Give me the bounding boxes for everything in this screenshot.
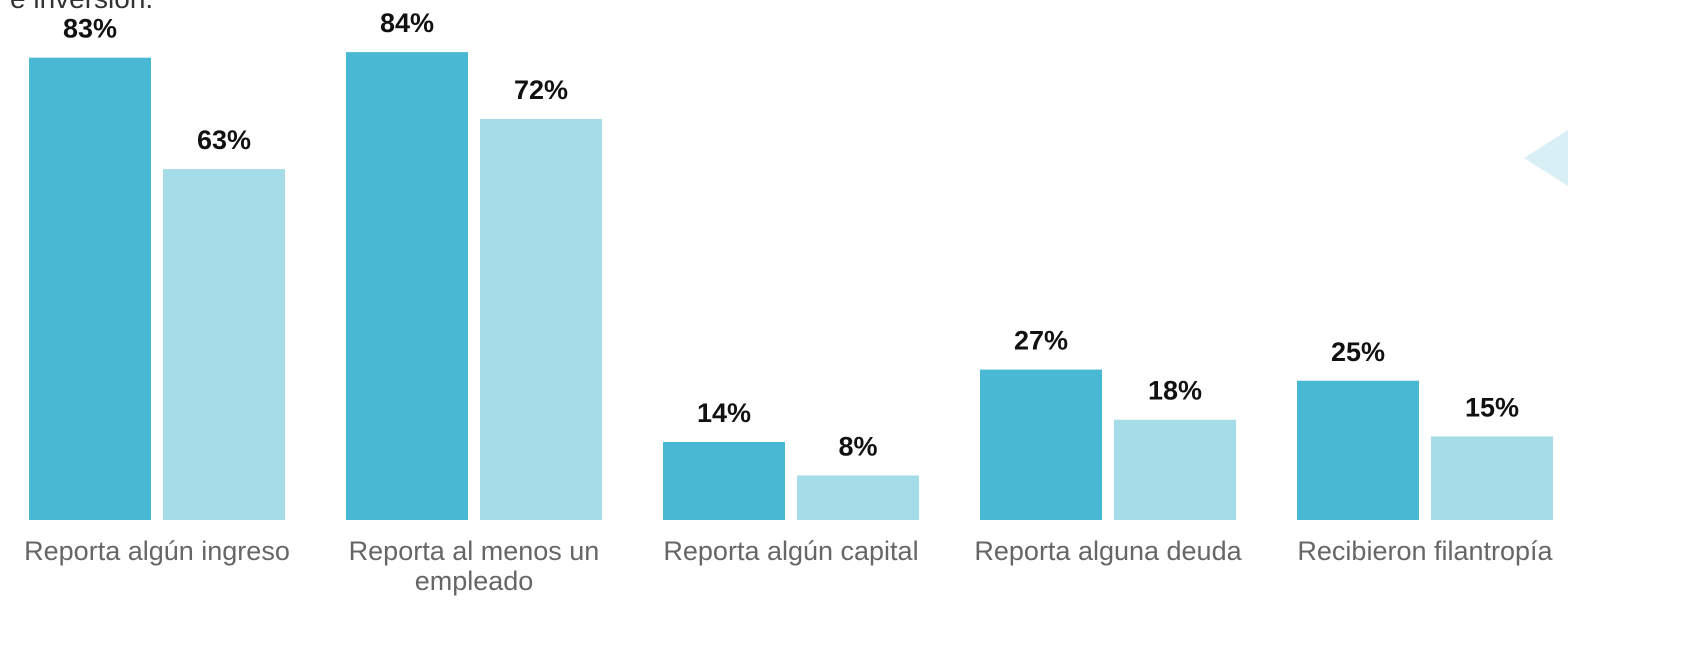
bar: [163, 169, 285, 520]
value-label: 63%: [197, 125, 251, 155]
value-label: 84%: [380, 8, 434, 38]
value-label: 27%: [1014, 326, 1068, 356]
value-label: 25%: [1331, 337, 1385, 367]
x-tick-label: Recibieron filantropía: [1297, 536, 1553, 566]
bar: [797, 475, 919, 520]
bar: [1431, 436, 1553, 520]
value-label: 83%: [63, 14, 117, 44]
x-tick-label: Reporta algún ingreso: [24, 536, 290, 566]
chart-title: e inversión.: [10, 0, 153, 14]
bar: [1114, 419, 1236, 520]
x-tick-label: Reporta al menos un empleado: [348, 536, 600, 596]
decoration: [1524, 130, 1568, 186]
x-tick-label: Reporta algún capital: [663, 536, 919, 566]
bar: [29, 57, 151, 520]
value-label: 8%: [838, 431, 877, 461]
value-label: 72%: [514, 75, 568, 105]
value-label: 14%: [697, 398, 751, 428]
bar: [480, 118, 602, 521]
value-label: 18%: [1148, 376, 1202, 406]
bar: [1297, 380, 1419, 520]
bar: [346, 52, 468, 521]
bar: [663, 442, 785, 520]
x-tick-label: Reporta alguna deuda: [974, 536, 1242, 566]
value-label: 15%: [1465, 392, 1519, 422]
bar: [980, 369, 1102, 520]
